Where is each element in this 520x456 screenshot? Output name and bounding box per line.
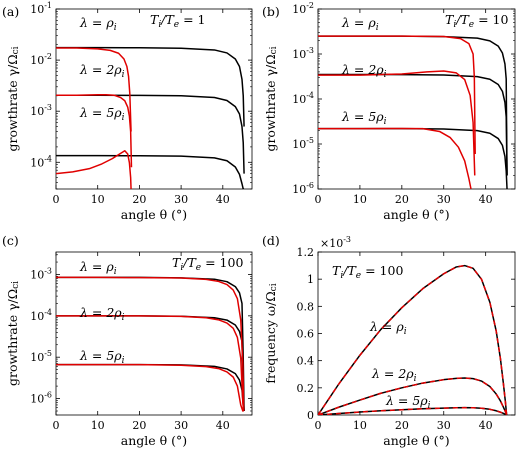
x-tick-label: 0 [53,193,60,206]
series-line-red-4 [56,315,245,412]
series-line-red-3 [318,35,476,154]
y-tick-label: 0 [307,409,314,422]
series-line-red-5 [56,363,244,412]
y-tick-label: 10-2 [292,1,314,16]
x-tick-label: 20 [132,193,146,206]
series-line-black-0 [56,276,245,412]
series-line-red-4 [56,93,133,168]
y-tick-label: 0.6 [297,328,315,341]
series-line-black-2 [56,363,245,412]
series-label-2: λ = 5ρi [385,393,431,411]
series-label-0: λ = ρi [369,319,407,337]
x-tick-label: 30 [174,419,188,432]
series-line-black-2 [56,154,245,189]
series-line-red-3 [56,47,132,132]
x-tick-label: 40 [216,419,230,432]
y-tick-label: 0.2 [297,382,315,395]
y-tick-label: 10-4 [30,154,52,169]
y-tick-label: 0.4 [297,355,315,368]
chart-panel-c: 0 10 20 30 40 10-3 10-4 10-5 10-6 (c) growthrate γ… [2,233,253,448]
series-label-0: λ = ρi [79,15,117,33]
series-line-black-1 [56,315,245,412]
x-tick-label: 0 [315,193,322,206]
x-tick-label: 20 [395,193,409,206]
x-tick-label: 30 [174,193,188,206]
x-axis-label: angle θ (°) [121,433,187,448]
y-tick-label: 10-4 [30,308,52,323]
x-axis-label: angle θ (°) [383,207,449,222]
temperature-ratio-annotation: Ti/Te = 1 [150,12,206,30]
series-line-black-1 [318,73,508,176]
x-tick-label: 30 [437,193,451,206]
series-line-black-2 [318,127,508,189]
y-tick-label: 1.2 [297,246,315,259]
y-tick-label: 10-6 [30,391,52,406]
y-tick-label: 10-3 [30,266,52,281]
temperature-ratio-annotation: Ti/Te = 100 [172,255,243,273]
temperature-ratio-annotation: Ti/Te = 10 [445,12,508,30]
x-tick-label: 10 [353,419,367,432]
y-tick-label: 10-3 [292,46,314,61]
axes-frame [55,251,253,416]
series-label-2: λ = 5ρi [79,348,125,366]
series-label-1: λ = 2ρi [79,62,125,80]
temperature-ratio-annotation: Ti/Te = 100 [332,263,403,281]
series-line-red-5 [318,127,472,189]
x-tick-label: 20 [395,419,409,432]
y-tick-label: 1 [307,273,314,286]
y-axis-label: growthrate γ/Ωci [5,281,22,386]
series-line-red-5 [318,406,507,415]
y-tick-label: 10-5 [292,136,314,151]
y-multiplier: ×10-3 [320,235,351,250]
x-tick-label: 40 [479,193,493,206]
series-line-red-3 [318,264,508,415]
y-tick-label: 10-2 [30,52,52,67]
x-tick-label: 10 [91,193,105,206]
x-tick-label: 30 [437,419,451,432]
series-line-red-5 [56,150,132,189]
series-label-1: λ = 2ρi [371,366,417,384]
x-tick-label: 10 [91,419,105,432]
series-label-2: λ = 5ρi [341,109,387,127]
series-line-black-1 [56,94,245,174]
series-label-0: λ = ρi [341,15,379,33]
series-line-black-0 [318,35,508,176]
x-axis-label: angle θ (°) [383,433,449,448]
axes-frame [55,8,253,190]
y-tick-label: 10-4 [292,91,314,106]
x-tick-label: 20 [132,419,146,432]
panel-label: (b) [262,4,280,19]
x-tick-label: 40 [479,419,493,432]
y-axis-label: growthrate γ/Ωci [5,46,22,151]
x-tick-label: 10 [353,193,367,206]
y-axis-label: frequency ω/Ωci [263,283,280,383]
y-tick-label: 10-6 [292,181,314,196]
series-label-1: λ = 2ρi [79,305,125,323]
y-tick-label: 10-5 [30,349,52,364]
panel-label: (c) [2,233,19,248]
x-tick-label: 0 [53,419,60,432]
series-label-1: λ = 2ρi [341,62,387,80]
y-tick-label: 0.8 [297,300,315,313]
chart-panel-b: 0 10 20 30 40 10-2 10-3 10-4 10-5 10-6 (b) growthra… [262,1,516,222]
series-line-red-4 [318,70,476,176]
x-axis-label: angle θ (°) [121,207,187,222]
y-axis-label: growthrate γ/Ωci [263,46,280,151]
chart-panel-a: 0 10 20 30 40 10-1 10-2 10-3 10-4 (a) growthrate γ… [2,1,253,222]
series-line-red-4 [318,377,508,415]
x-tick-label: 40 [216,193,230,206]
y-tick-label: 10-3 [30,103,52,118]
chart-panel-d: 0 10 20 30 40 0 0.2 0.4 0.6 0.8 1 1.2 (d) frequency ω… [262,233,516,448]
series-line-red-3 [56,276,245,412]
series-label-0: λ = ρi [79,259,117,277]
y-tick-label: 10-1 [30,1,52,16]
panel-label: (d) [262,233,280,248]
series-line-black-0 [56,46,245,127]
series-label-2: λ = 5ρi [79,105,125,123]
panel-label: (a) [2,4,19,19]
x-tick-label: 0 [315,419,322,432]
